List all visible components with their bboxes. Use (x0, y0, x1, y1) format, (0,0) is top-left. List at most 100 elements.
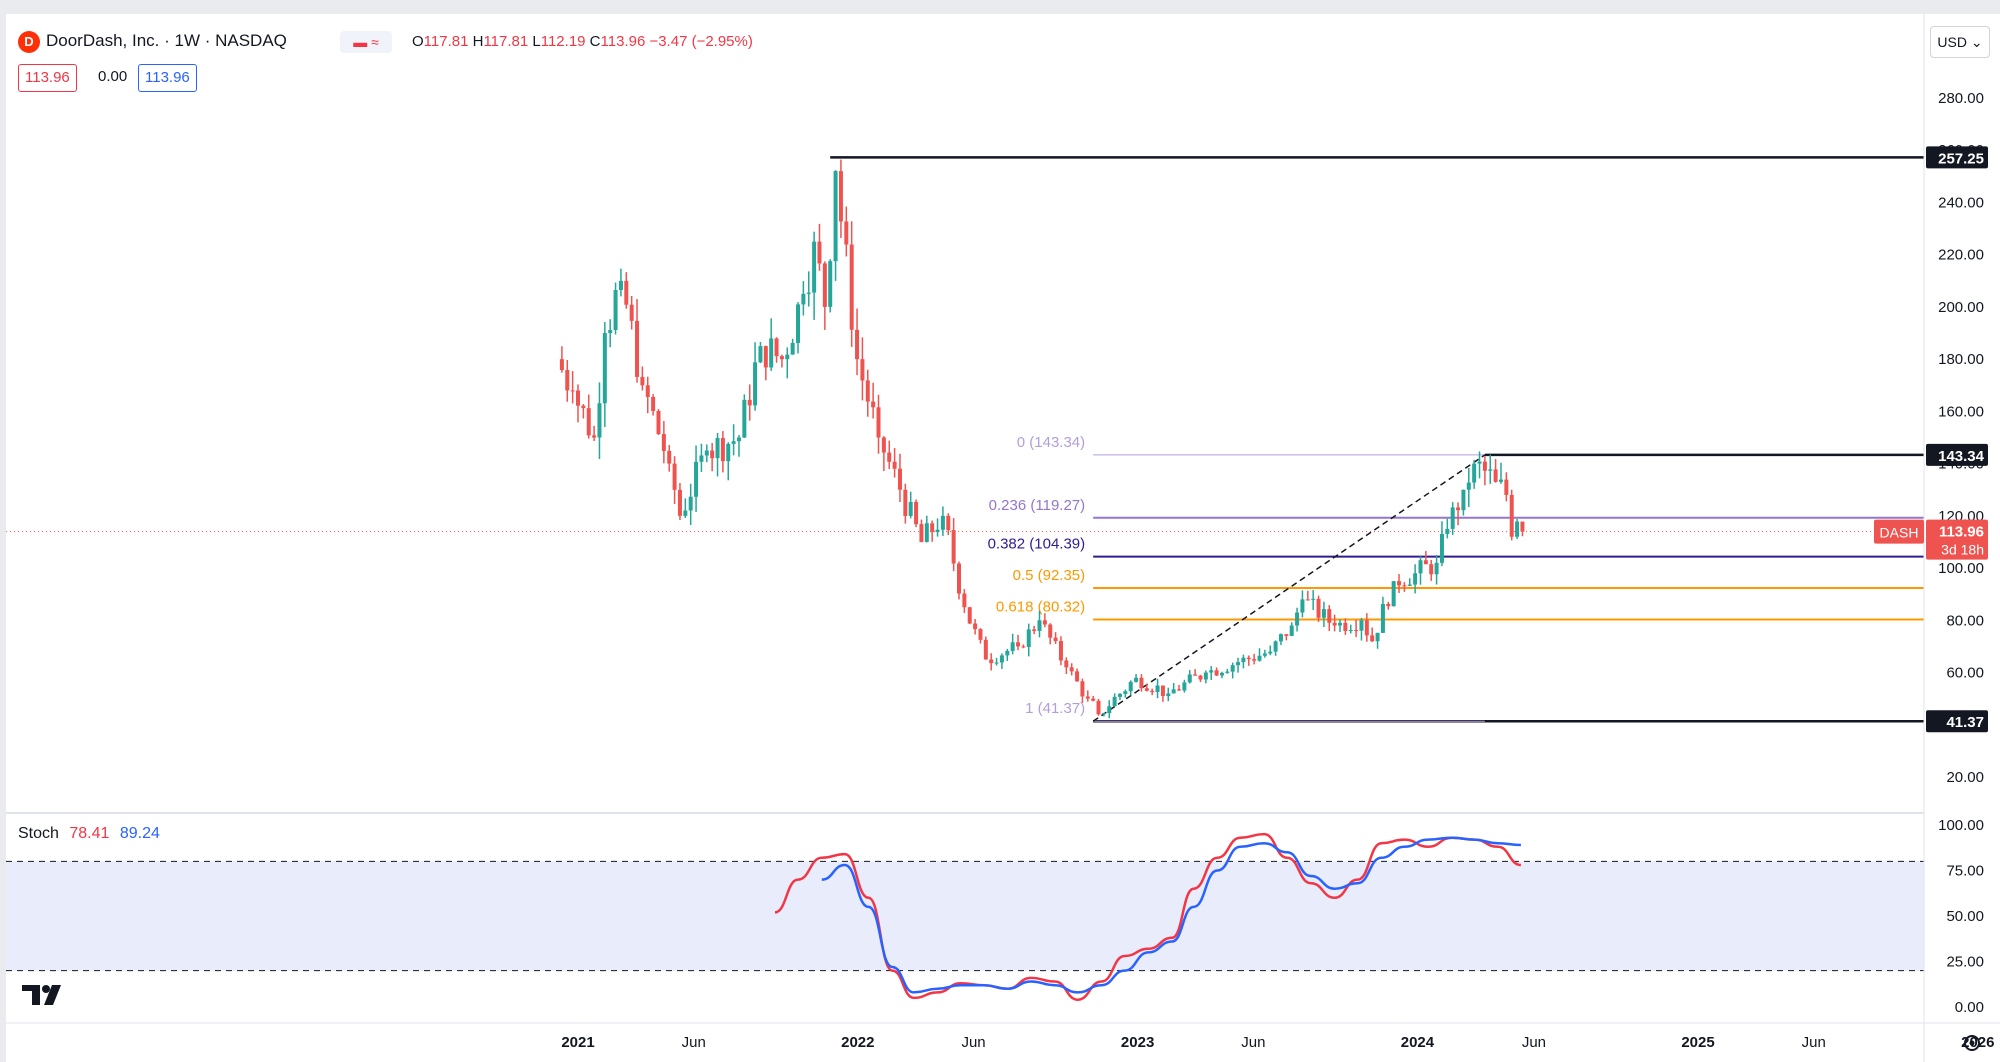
candle-body (602, 333, 607, 404)
close-label: C (589, 33, 601, 50)
symbol-title[interactable]: DoorDash, Inc. · 1W · NASDAQ (46, 31, 287, 50)
fibonacci-retracement[interactable]: 0 (143.34) 0.236 (119.27) 0.382 (104.39) 0.… (988, 434, 1924, 722)
candle-body (838, 171, 843, 222)
currency-label: USD (1937, 34, 1967, 50)
candle-body (651, 396, 656, 411)
candle-body (1187, 674, 1192, 683)
candle-body (1439, 533, 1444, 563)
candle-body (1268, 651, 1273, 654)
ticker-tag: DASH (1880, 525, 1919, 541)
candle-body (1493, 469, 1498, 482)
top-toolbar (0, 0, 2000, 14)
candle-body (855, 329, 860, 360)
candle-body (570, 390, 575, 392)
candle-body (1134, 677, 1139, 682)
candle-body (1370, 635, 1375, 642)
candle-body (710, 450, 715, 459)
candle-body (1354, 630, 1359, 632)
candle-body (989, 659, 994, 664)
candle-body (1225, 671, 1230, 673)
candle-body (1515, 521, 1520, 537)
candle-body (1364, 620, 1369, 636)
candle-body (1166, 693, 1171, 697)
candle-body (1418, 560, 1423, 574)
candle-body (860, 359, 865, 381)
candle-body (720, 438, 725, 462)
candle-body (1026, 629, 1031, 647)
visibility-toggle-icon[interactable]: ▬ ≈ (340, 31, 392, 53)
candle-body (1461, 489, 1466, 511)
level-tag-low-bg (1926, 710, 1988, 733)
candle-body (1112, 696, 1117, 707)
candle-body (774, 338, 779, 357)
candle-body (694, 461, 699, 497)
candle-body (1397, 581, 1402, 586)
candle-body (806, 292, 811, 294)
candle-body (812, 241, 817, 293)
bid-value[interactable]: 113.96 (18, 64, 77, 92)
candle-body (1005, 650, 1010, 656)
candle-body (1380, 603, 1385, 633)
stoch-tick-label: 75.00 (1946, 863, 1984, 880)
time-axis[interactable]: 2021 Jun 2022 Jun 2023 Jun 2024 Jun 2025 Jun 2026 (561, 1034, 1994, 1051)
candle-body (1042, 620, 1047, 625)
candle-body (613, 290, 618, 330)
price-tick-label: 240.00 (1938, 194, 1984, 211)
stoch-legend[interactable]: Stoch 78.41 89.24 (18, 825, 160, 843)
candle-body (833, 171, 838, 262)
ohlc-values: O117.81 H117.81 L112.19 C113.96 −3.47 (−… (412, 33, 753, 50)
candle-body (1327, 609, 1332, 623)
trendline[interactable] (1092, 454, 1486, 722)
candle-body (1085, 696, 1090, 699)
stoch-tick-label: 0.00 (1955, 999, 1984, 1016)
candle-body (1429, 564, 1434, 575)
candle-body (849, 244, 854, 330)
candle-body (903, 489, 908, 516)
candle-body (581, 405, 586, 409)
candle-body (790, 342, 795, 355)
fib-level-label: 0.236 (119.27) (989, 497, 1085, 514)
candle-body (919, 524, 924, 542)
candle-body (1010, 642, 1015, 651)
stoch-band (6, 860, 1924, 972)
candle-body (1311, 598, 1316, 600)
candle-body (635, 320, 640, 377)
candle-body (983, 639, 988, 660)
candle-body (956, 563, 961, 594)
candle-body (1193, 674, 1198, 676)
stoch-axis[interactable]: 100.00 75.00 50.00 25.00 0.00 (1938, 817, 1984, 1016)
change-value: −3.47 (−2.95%) (649, 33, 753, 50)
time-tick-label: 2025 (1681, 1034, 1714, 1051)
time-tick-label: Jun (682, 1034, 706, 1051)
price-pane-bg (6, 14, 1924, 814)
ask-value[interactable]: 113.96 (138, 64, 197, 92)
candle-body (1101, 713, 1106, 715)
candle-body (715, 438, 720, 459)
fib-trend-line[interactable] (1092, 454, 1486, 722)
settings-icon[interactable] (1964, 1035, 1980, 1051)
price-axis[interactable]: 280.00260.00240.00220.00200.00180.00160.… (1938, 90, 1984, 786)
candle-body (1488, 469, 1493, 471)
candle-body (999, 655, 1004, 663)
candle-body (881, 437, 886, 453)
candle-body (608, 329, 613, 334)
candle-body (592, 435, 597, 438)
candle-body (1520, 521, 1525, 532)
candle-body (1337, 622, 1342, 626)
candle-body (1080, 681, 1085, 697)
candle-body (940, 515, 945, 530)
candle-body (1058, 641, 1063, 661)
candle-body (1402, 585, 1407, 587)
candle-body (1343, 622, 1348, 632)
price-tick-label: 60.00 (1946, 665, 1984, 682)
currency-select[interactable]: USD ⌄ (1930, 26, 1990, 58)
candle-body (1477, 461, 1482, 464)
candle-body (1053, 637, 1058, 642)
stoch-tick-label: 50.00 (1946, 908, 1984, 925)
candle-body (726, 443, 731, 462)
time-tick-label: 2022 (841, 1034, 874, 1051)
candle-body (1434, 562, 1439, 575)
candle-body (876, 407, 881, 438)
price-tick-label: 280.00 (1938, 90, 1984, 107)
